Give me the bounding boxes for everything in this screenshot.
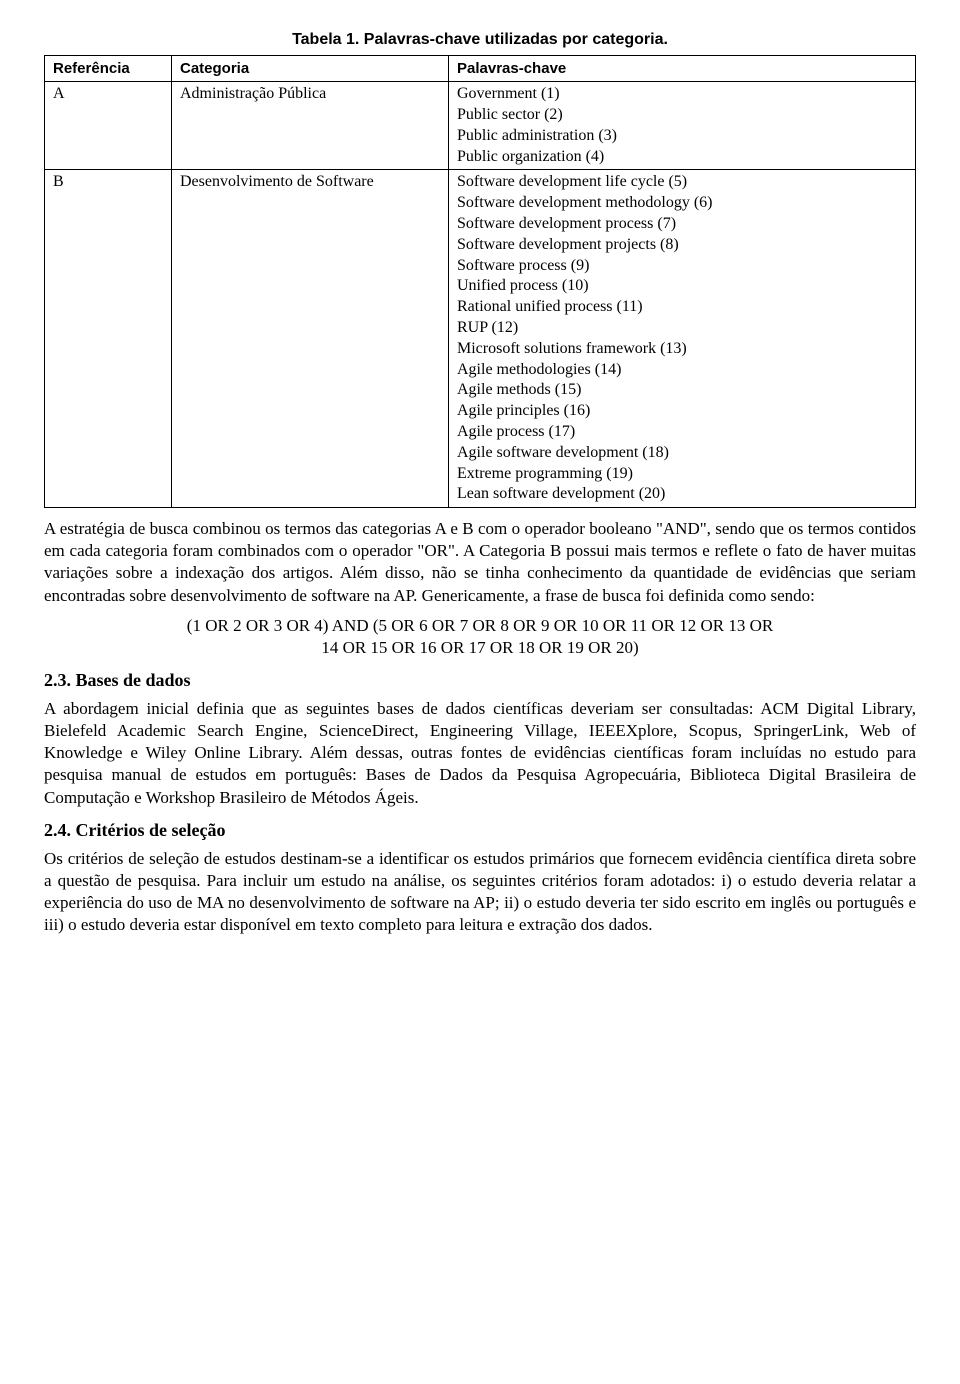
keyword-line: Rational unified process (11) xyxy=(457,297,907,318)
keyword-line: Agile methods (15) xyxy=(457,380,907,401)
cell-category: Administração Pública xyxy=(172,82,449,170)
paragraph-databases: A abordagem inicial definia que as segui… xyxy=(44,698,916,808)
cell-ref: B xyxy=(45,170,172,508)
table-header-row: Referência Categoria Palavras-chave xyxy=(45,55,916,82)
paragraph-criteria: Os critérios de seleção de estudos desti… xyxy=(44,848,916,936)
query-line-2: 14 OR 15 OR 16 OR 17 OR 18 OR 19 OR 20) xyxy=(321,638,638,657)
keyword-line: Agile principles (16) xyxy=(457,401,907,422)
cell-keywords: Government (1)Public sector (2)Public ad… xyxy=(449,82,916,170)
table-row: AAdministração PúblicaGovernment (1)Publ… xyxy=(45,82,916,170)
paragraph-strategy: A estratégia de busca combinou os termos… xyxy=(44,518,916,606)
table-row: BDesenvolvimento de SoftwareSoftware dev… xyxy=(45,170,916,508)
keyword-line: Public organization (4) xyxy=(457,147,907,168)
keyword-line: Agile process (17) xyxy=(457,422,907,443)
cell-category: Desenvolvimento de Software xyxy=(172,170,449,508)
keyword-line: Software process (9) xyxy=(457,256,907,277)
heading-2-3: 2.3. Bases de dados xyxy=(44,669,916,692)
keyword-line: Agile methodologies (14) xyxy=(457,360,907,381)
cell-ref: A xyxy=(45,82,172,170)
keyword-line: Agile software development (18) xyxy=(457,443,907,464)
query-line-1: (1 OR 2 OR 3 OR 4) AND (5 OR 6 OR 7 OR 8… xyxy=(187,616,773,635)
heading-2-4: 2.4. Critérios de seleção xyxy=(44,819,916,842)
keyword-line: Public administration (3) xyxy=(457,126,907,147)
keyword-line: Software development life cycle (5) xyxy=(457,172,907,193)
search-query: (1 OR 2 OR 3 OR 4) AND (5 OR 6 OR 7 OR 8… xyxy=(44,615,916,659)
th-ref: Referência xyxy=(45,55,172,82)
keyword-line: RUP (12) xyxy=(457,318,907,339)
keyword-line: Lean software development (20) xyxy=(457,484,907,505)
th-cat: Categoria xyxy=(172,55,449,82)
keywords-table: Referência Categoria Palavras-chave AAdm… xyxy=(44,55,916,508)
keyword-line: Unified process (10) xyxy=(457,276,907,297)
keyword-line: Software development methodology (6) xyxy=(457,193,907,214)
keyword-line: Government (1) xyxy=(457,84,907,105)
table-caption: Tabela 1. Palavras-chave utilizadas por … xyxy=(44,30,916,51)
keyword-line: Software development projects (8) xyxy=(457,235,907,256)
cell-keywords: Software development life cycle (5)Softw… xyxy=(449,170,916,508)
keyword-line: Extreme programming (19) xyxy=(457,464,907,485)
keyword-line: Software development process (7) xyxy=(457,214,907,235)
keyword-line: Microsoft solutions framework (13) xyxy=(457,339,907,360)
th-kw: Palavras-chave xyxy=(449,55,916,82)
keyword-line: Public sector (2) xyxy=(457,105,907,126)
